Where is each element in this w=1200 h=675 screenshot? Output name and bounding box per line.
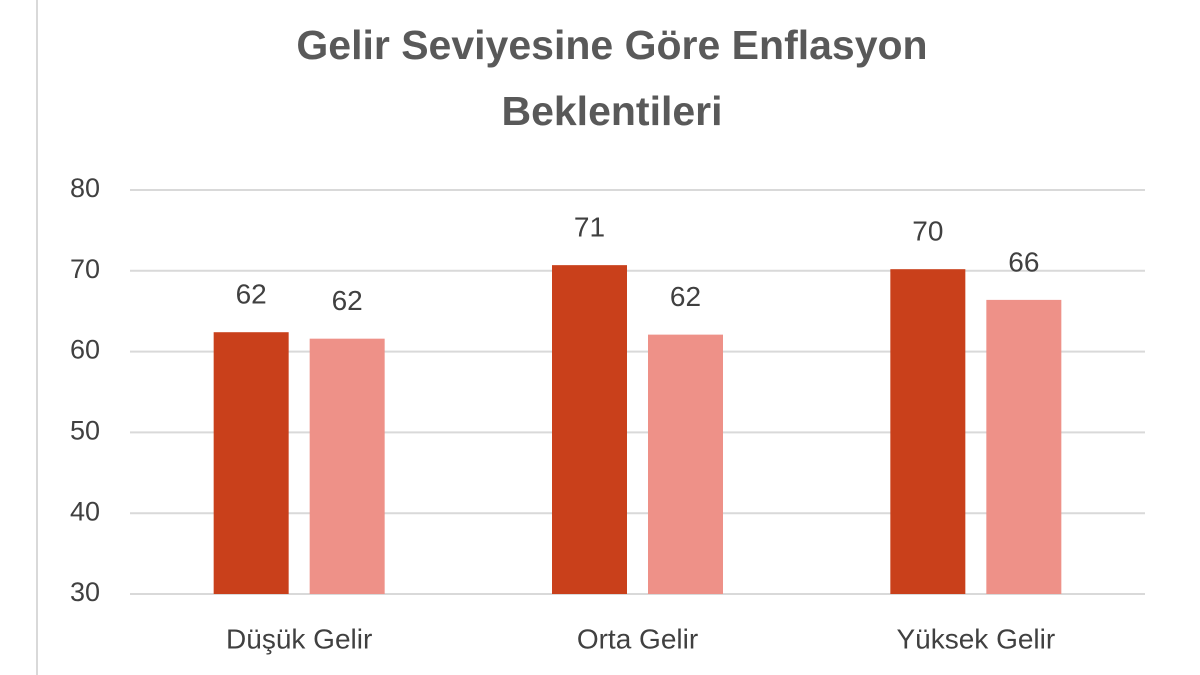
bar xyxy=(890,269,966,594)
bar xyxy=(648,334,723,594)
bar xyxy=(986,299,1062,594)
y-tick-label: 40 xyxy=(70,496,100,526)
y-tick-label: 80 xyxy=(70,173,100,203)
value-label: 62 xyxy=(670,281,701,312)
y-tick-label: 30 xyxy=(70,577,100,607)
chart-title: Gelir Seviyesine Göre Enflasyon Beklenti… xyxy=(296,22,928,134)
bar xyxy=(309,338,385,594)
bar xyxy=(213,332,289,594)
y-tick-label: 50 xyxy=(70,416,100,446)
y-tick-label: 60 xyxy=(70,335,100,365)
bar xyxy=(552,265,627,594)
value-label: 71 xyxy=(574,212,605,243)
value-label: 62 xyxy=(236,279,267,310)
value-label: 70 xyxy=(912,216,943,247)
x-tick-label: Yüksek Gelir xyxy=(896,623,1055,654)
value-label: 66 xyxy=(1008,246,1039,277)
x-tick-label: Düşük Gelir xyxy=(226,623,372,654)
x-tick-label: Orta Gelir xyxy=(577,623,698,654)
value-label: 62 xyxy=(332,285,363,316)
y-tick-label: 70 xyxy=(70,254,100,284)
